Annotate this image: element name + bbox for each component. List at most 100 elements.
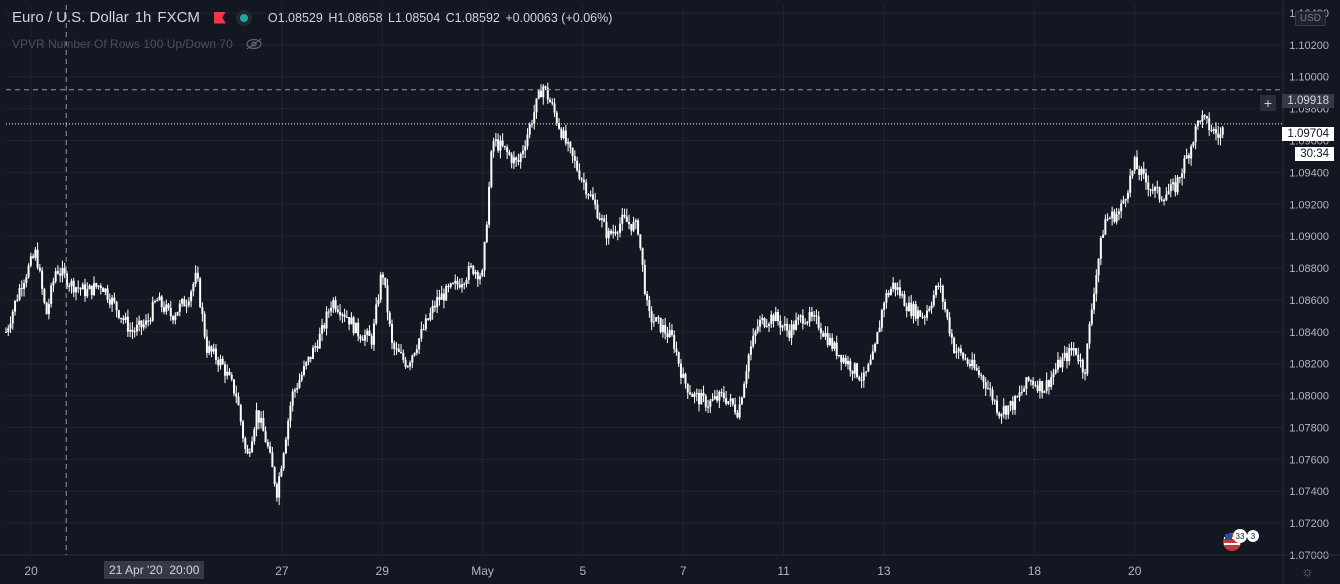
candle-body [18,287,21,300]
candle-body [381,274,384,278]
candle-body [1135,157,1138,170]
candle-body [1029,380,1032,382]
candle-body [23,283,26,289]
candle-body [1181,173,1184,178]
candle-body [693,393,696,397]
candle-body [1104,219,1107,235]
candle-body [460,284,463,288]
candle-body [731,398,734,405]
candle-body [278,476,281,498]
eye-crossed-icon[interactable] [245,38,263,50]
candle-body [729,398,732,402]
candle-body [707,406,710,408]
candle-body [975,368,978,371]
flag-icon[interactable] [213,11,226,24]
candle-body [108,299,111,305]
candle-body [1176,177,1179,193]
candle-body [248,452,251,454]
x-tick-label: 7 [680,564,687,578]
candle-body [465,279,468,284]
candle-body [894,282,897,290]
candle-body [869,359,872,365]
candle-body [151,301,154,321]
candle-body [210,346,213,352]
candle-body [1113,211,1116,222]
candle-body [29,256,32,266]
candle-body [203,314,206,337]
candle-body [998,412,1001,417]
x-tick-label: 18 [1028,564,1042,578]
candle-body [165,304,168,312]
candle-body [95,283,98,287]
candle-body [1151,189,1154,191]
candle-body [1041,381,1044,393]
candle-body [205,336,208,353]
candle-body [219,358,222,366]
events-count-a: 33 [1236,532,1245,541]
x-tick-label: 20 [24,564,38,578]
symbol-title[interactable]: Euro / U.S. Dollar [12,9,129,26]
candle-body [704,395,707,408]
candle-body [1102,234,1105,238]
candle-body [156,300,159,302]
y-tick-label: 1.07000 [1289,550,1329,562]
candle-body [305,362,308,367]
candle-body [1190,146,1193,159]
indicator-label[interactable]: VPVR Number Of Rows 100 Up/Down 70 [12,37,233,51]
candle-body [228,371,231,375]
candle-body [1056,359,1059,370]
candle-body [1147,182,1150,190]
settings-gear-icon[interactable]: ☼ [1301,563,1314,579]
change-value: +0.00063 (+0.06%) [505,10,613,25]
x-tick-label: 20 [1128,564,1142,578]
candle-body [874,343,877,352]
candle-body [492,141,495,152]
add-alert-plus-icon[interactable]: + [1260,95,1276,111]
candle-body [752,335,755,347]
candle-body [1065,352,1068,362]
candle-body [377,299,380,305]
candle-body [214,348,217,360]
candle-body [230,374,233,380]
candle-body [88,285,91,290]
candle-body [1000,414,1003,417]
candle-body [1047,380,1050,387]
candle-body [1079,359,1082,362]
candle-body [655,317,658,322]
candle-body [223,364,226,376]
candle-body [903,294,906,307]
candle-body [801,315,804,324]
candle-body [99,285,102,289]
candle-body [1217,133,1220,138]
candle-body [11,311,14,324]
candle-body [718,391,721,401]
candle-body [700,392,703,405]
candle-body [1169,184,1172,192]
us-flag-events-icon[interactable]: 33 3 [1220,528,1260,552]
candle-body [445,286,448,301]
interval-label[interactable]: 1h [134,9,152,26]
candle-body [63,267,66,274]
currency-button[interactable]: USD [1294,11,1326,26]
candle-body [819,328,822,334]
candle-body [54,271,57,282]
candle-body [555,112,558,124]
candle-body [923,316,926,318]
candle-body [664,325,667,334]
indicator-legend: VPVR Number Of Rows 100 Up/Down 70 [12,37,263,51]
candle-body [1093,293,1096,310]
candle-body [804,323,807,325]
candle-body [102,288,105,292]
candle-body [138,320,141,325]
candle-body [919,310,922,317]
y-tick-label: 1.10000 [1289,72,1329,84]
candle-body [740,397,743,405]
candle-body [1052,373,1055,378]
candle-body [361,339,364,341]
candle-body [594,199,597,205]
candle-body [1068,348,1071,362]
events-count-b: 3 [1251,532,1256,541]
candle-body [1043,391,1046,393]
